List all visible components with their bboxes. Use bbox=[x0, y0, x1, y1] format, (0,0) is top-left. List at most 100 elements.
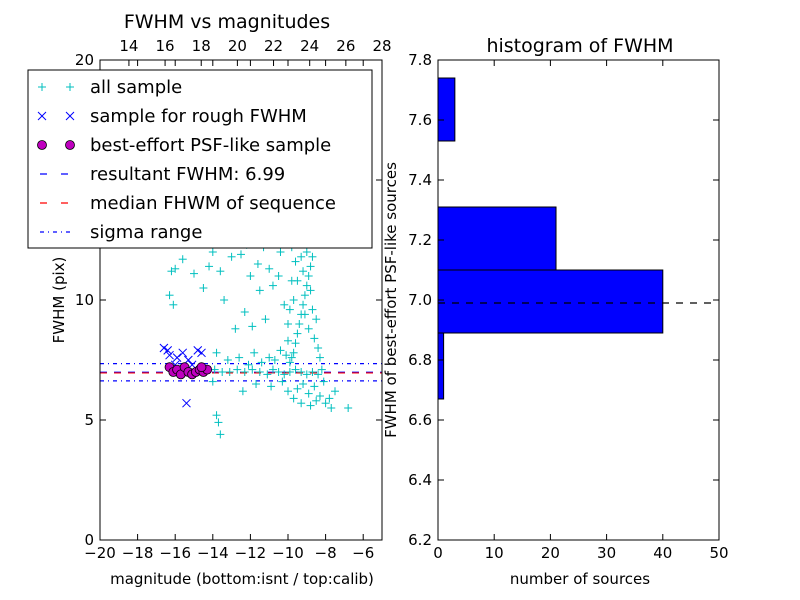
scatter-title: FWHM vs magnitudes bbox=[124, 11, 330, 33]
scatter-top-x-tick-label: 22 bbox=[264, 37, 283, 55]
scatter-point-plus bbox=[276, 346, 285, 355]
scatter-point-plus bbox=[220, 296, 229, 304]
histogram-y-tick-label: 7.0 bbox=[408, 291, 432, 309]
histogram-x-tick-label: 50 bbox=[709, 544, 728, 562]
histogram-chart: histogram of FWHM number of sources FWHM… bbox=[382, 35, 729, 588]
scatter-point-plus bbox=[295, 320, 304, 328]
histogram-bar bbox=[437, 206, 557, 271]
scatter-top-x-tick-label: 20 bbox=[228, 37, 247, 55]
histogram-x-label: number of sources bbox=[510, 570, 650, 588]
scatter-point-plus bbox=[208, 248, 217, 256]
scatter-point-plus bbox=[308, 252, 317, 261]
scatter-point-plus bbox=[280, 370, 289, 379]
scatter-point-plus bbox=[208, 377, 217, 386]
scatter-point-plus bbox=[268, 281, 277, 290]
scatter-point-plus bbox=[255, 286, 264, 295]
scatter-point-plus bbox=[214, 418, 223, 427]
scatter-point-plus bbox=[268, 365, 277, 374]
scatter-x-tick-label: −8 bbox=[315, 544, 337, 562]
scatter-point-plus bbox=[304, 389, 313, 398]
scatter-point-plus bbox=[165, 291, 174, 300]
scatter-point-plus bbox=[216, 430, 225, 439]
scatter-point-plus bbox=[300, 291, 309, 300]
scatter-point-plus bbox=[218, 368, 227, 376]
scatter-point-plus bbox=[314, 370, 323, 379]
scatter-point-plus bbox=[289, 348, 298, 357]
scatter-point-plus bbox=[344, 404, 353, 412]
histogram-plot-frame bbox=[437, 59, 720, 541]
legend-marker-x-b bbox=[37, 111, 47, 121]
scatter-point-plus bbox=[263, 370, 272, 379]
scatter-point-plus bbox=[289, 394, 298, 403]
legend-marker-circle bbox=[65, 140, 75, 150]
scatter-top-x-tick-label: 28 bbox=[372, 37, 391, 55]
scatter-point-plus bbox=[169, 300, 178, 309]
scatter-point-x-b bbox=[172, 353, 182, 362]
scatter-x-tick-label: −10 bbox=[272, 544, 304, 562]
scatter-point-plus bbox=[253, 260, 262, 268]
scatter-point-plus bbox=[306, 401, 315, 410]
scatter-point-plus bbox=[274, 368, 283, 376]
scatter-point-plus bbox=[285, 368, 294, 376]
scatter-point-plus bbox=[250, 348, 259, 357]
scatter-point-plus bbox=[325, 394, 334, 403]
scatter-point-x-b bbox=[197, 348, 206, 358]
scatter-point-plus bbox=[319, 377, 328, 386]
scatter-point-plus bbox=[310, 382, 319, 391]
scatter-top-x-tick-label: 26 bbox=[336, 37, 355, 55]
scatter-point-plus bbox=[231, 324, 240, 333]
histogram-y-tick-label: 7.4 bbox=[408, 171, 432, 189]
scatter-y-tick-label: 0 bbox=[84, 531, 94, 549]
scatter-point-plus bbox=[270, 356, 279, 364]
scatter-point-plus bbox=[199, 284, 208, 292]
scatter-point-plus bbox=[235, 353, 244, 362]
scatter-point-plus bbox=[297, 368, 306, 376]
legend-marker-x bbox=[65, 111, 75, 121]
scatter-ticks: −20 −18 −16 −14 −12 −10 −8 −6 14 16 18 20 22 24 26 28 0 5… bbox=[75, 37, 392, 562]
scatter-point-x bbox=[172, 353, 182, 362]
scatter-point-plus bbox=[280, 300, 289, 309]
scatter-point-plus bbox=[287, 353, 296, 362]
scatter-point-plus bbox=[274, 272, 283, 280]
scatter-plot-frame bbox=[99, 59, 383, 541]
histogram-x-tick-label: 0 bbox=[433, 544, 443, 562]
scatter-point-plus bbox=[308, 305, 317, 314]
histogram-y-tick-label: 7.2 bbox=[408, 231, 432, 249]
scatter-point-plus bbox=[282, 351, 291, 360]
scatter-point-plus bbox=[233, 365, 242, 374]
scatter-point-plus bbox=[315, 353, 324, 362]
scatter-point-plus bbox=[246, 272, 255, 280]
scatter-point-plus bbox=[284, 320, 292, 328]
scatter-point-plus bbox=[205, 262, 214, 271]
legend-marker-circle bbox=[37, 140, 47, 150]
scatter-point-plus bbox=[306, 262, 315, 271]
scatter-point-plus bbox=[285, 358, 294, 367]
scatter-top-x-tick-label: 14 bbox=[119, 37, 138, 55]
scatter-point-x-b bbox=[193, 346, 203, 355]
scatter-point-plus bbox=[299, 380, 308, 388]
scatter-point-plus bbox=[285, 305, 294, 314]
legend-label: median FHWM of sequence bbox=[90, 193, 336, 214]
histogram-bar bbox=[437, 332, 445, 400]
histogram-y-label: FWHM of best-effort PSF-like sources bbox=[382, 162, 400, 438]
scatter-point-plus bbox=[302, 281, 311, 290]
scatter-point-x bbox=[165, 350, 174, 360]
scatter-point-plus bbox=[315, 392, 324, 400]
scatter-point-plus bbox=[293, 329, 302, 338]
scatter-point-plus bbox=[212, 348, 221, 357]
scatter-point-plus bbox=[314, 344, 323, 352]
scatter-point-plus bbox=[291, 257, 300, 266]
scatter-point-plus bbox=[299, 300, 308, 309]
scatter-point-x bbox=[163, 346, 173, 355]
scatter-point-plus bbox=[265, 264, 274, 273]
scatter-point-x-b bbox=[159, 343, 169, 353]
legend-label: resultant FWHM: 6.99 bbox=[90, 164, 285, 185]
scatter-point-plus bbox=[248, 365, 257, 374]
scatter-point-plus bbox=[308, 368, 317, 376]
scatter-point-plus bbox=[291, 365, 300, 374]
scatter-point-plus bbox=[312, 315, 321, 324]
histogram-x-tick-label: 30 bbox=[597, 544, 616, 562]
scatter-point-plus bbox=[278, 377, 287, 386]
legend-marker-plus bbox=[66, 83, 74, 91]
scatter-point-plus bbox=[327, 404, 336, 412]
